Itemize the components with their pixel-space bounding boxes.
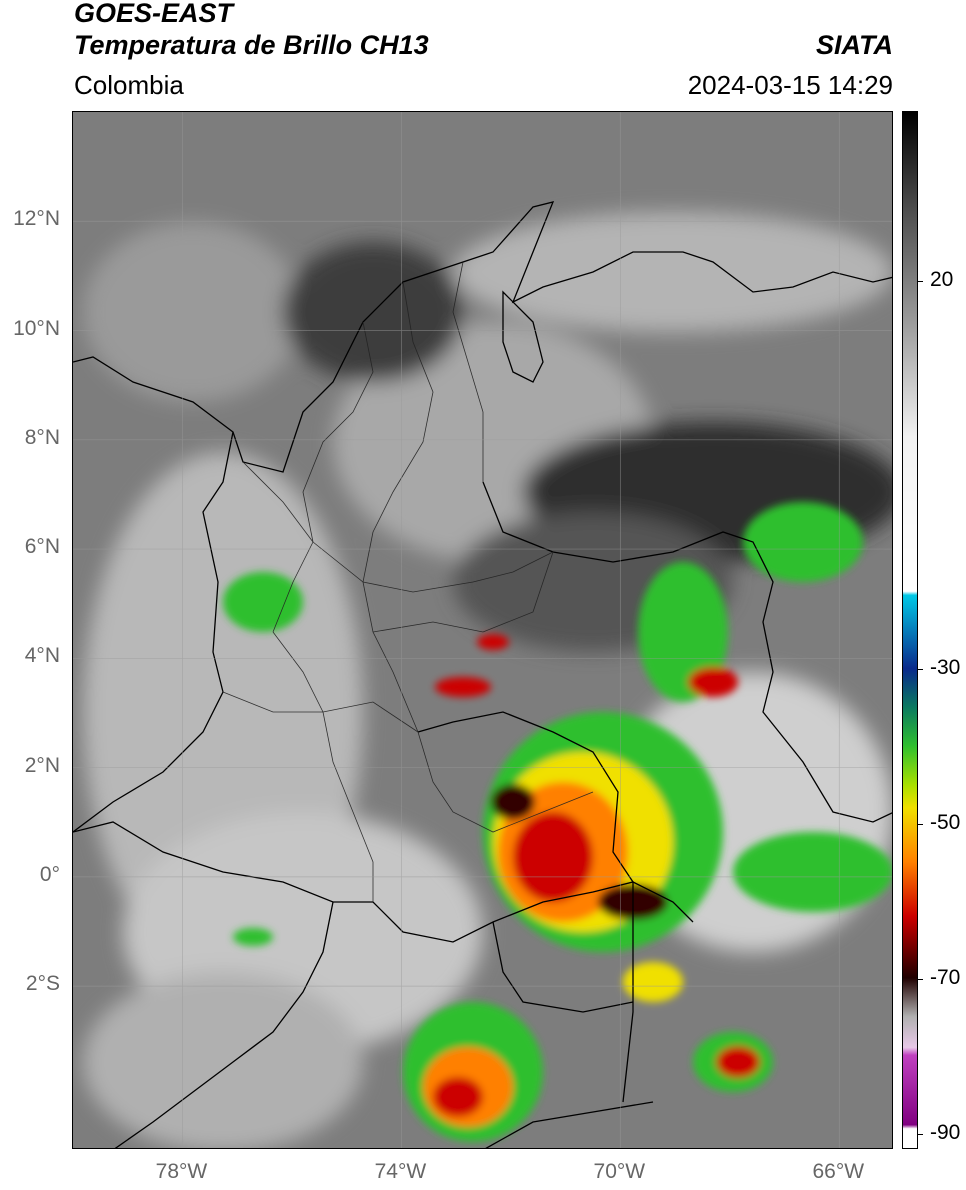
organization-label: SIATA [816,30,893,60]
timestamp-label: 2024-03-15 14:29 [687,70,893,100]
longitude-label: 66°W [812,1160,865,1183]
longitude-label: 70°W [593,1160,646,1183]
department-borders [222,261,594,902]
colorbar-tick-label: -90 [930,1120,961,1144]
convective-cells [223,502,892,1142]
colorbar-tick-label: 20 [930,268,954,292]
satellite-map[interactable] [72,111,893,1149]
colorbar-tick-label: -50 [930,810,961,834]
map-canvas [73,112,892,1148]
latitude-label: 6°N [24,535,60,559]
latitude-label: 12°N [13,207,60,231]
colorbar [902,111,918,1149]
region-label: Colombia [74,70,184,100]
colorbar-tick-label: -30 [930,655,961,679]
colorbar-tick [917,978,923,980]
colorbar-tick [917,1133,923,1135]
colorbar-tick [917,281,923,283]
latitude-label: 0° [39,862,60,886]
latitude-label: 10°N [13,316,60,340]
colorbar-tick-label: -70 [930,965,961,989]
longitude-label: 74°W [374,1160,427,1183]
satellite-title: GOES-EAST [74,0,234,28]
colorbar-tick [917,823,923,825]
gridlines [73,112,892,1148]
longitude-label: 78°W [155,1160,208,1183]
colorbar-tick [917,668,923,670]
latitude-label: 4°N [24,644,60,668]
product-title: Temperatura de Brillo CH13 [74,30,429,60]
latitude-label: 2°N [24,753,60,777]
latitude-label: 2°S [25,972,60,996]
latitude-label: 8°N [24,425,60,449]
coastlines-and-borders [73,201,892,1148]
